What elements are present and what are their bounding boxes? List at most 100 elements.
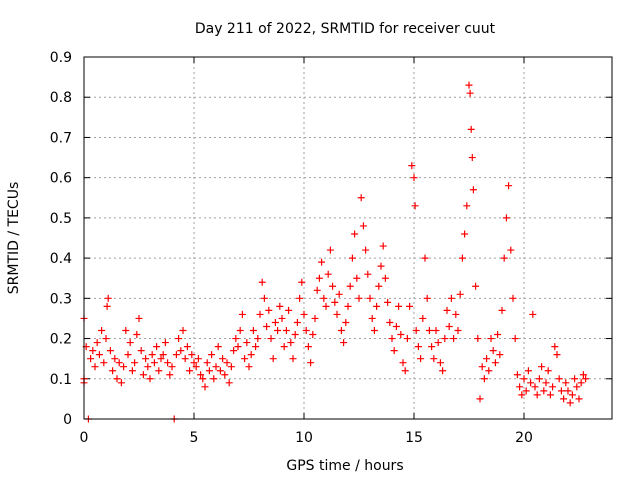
data-point <box>463 202 471 210</box>
data-point <box>450 335 458 343</box>
data-point <box>128 367 136 375</box>
data-point <box>150 359 158 367</box>
chart-title: Day 211 of 2022, SRMTID for receiver cuu… <box>195 21 496 37</box>
data-point <box>507 246 515 254</box>
data-point <box>315 274 323 282</box>
data-point <box>555 375 563 383</box>
data-point <box>465 81 473 89</box>
data-point <box>142 355 150 363</box>
data-point <box>302 327 310 335</box>
data-point <box>344 302 352 310</box>
data-point <box>304 343 312 351</box>
data-point <box>236 327 244 335</box>
data-point <box>421 254 429 262</box>
data-point <box>216 367 224 375</box>
data-point <box>511 335 519 343</box>
data-point <box>447 294 455 302</box>
data-point <box>434 339 442 347</box>
y-tick-label: 0.5 <box>50 211 72 227</box>
data-point <box>337 327 345 335</box>
data-point <box>186 367 194 375</box>
data-point <box>408 162 416 170</box>
data-point <box>551 343 559 351</box>
data-point <box>153 343 161 351</box>
data-point <box>155 367 163 375</box>
data-point <box>342 318 350 326</box>
data-point <box>227 363 235 371</box>
data-point <box>326 246 334 254</box>
y-tick-label: 0.3 <box>50 291 72 307</box>
data-point <box>353 274 361 282</box>
data-point <box>320 294 328 302</box>
data-point <box>549 383 557 391</box>
data-point <box>208 351 216 359</box>
data-point <box>331 298 339 306</box>
data-point <box>566 399 574 407</box>
data-point <box>238 310 246 318</box>
data-point <box>419 314 427 322</box>
data-point <box>210 375 218 383</box>
data-point <box>423 294 431 302</box>
data-point <box>247 351 255 359</box>
data-point <box>164 359 172 367</box>
data-point <box>269 355 277 363</box>
data-point <box>276 302 284 310</box>
data-point <box>522 387 530 395</box>
data-point <box>274 327 282 335</box>
data-point <box>472 282 480 290</box>
data-point <box>359 222 367 230</box>
y-tick-label: 0.4 <box>50 251 72 267</box>
data-point <box>307 359 315 367</box>
data-point <box>282 327 290 335</box>
data-point <box>399 359 407 367</box>
data-point <box>192 363 200 371</box>
data-point <box>542 379 550 387</box>
data-point <box>432 327 440 335</box>
data-point <box>388 335 396 343</box>
data-point <box>137 347 145 355</box>
data-point <box>406 302 414 310</box>
data-point <box>234 343 242 351</box>
data-point <box>135 314 143 322</box>
x-tick-label: 5 <box>190 430 199 446</box>
data-point <box>113 375 121 383</box>
data-point <box>366 294 374 302</box>
data-point <box>401 367 409 375</box>
data-point <box>133 331 141 339</box>
data-point <box>452 310 460 318</box>
data-point <box>340 339 348 347</box>
data-point <box>373 302 381 310</box>
data-point <box>225 379 233 387</box>
data-point <box>487 335 495 343</box>
data-point <box>467 125 475 133</box>
data-point <box>560 395 568 403</box>
data-point <box>520 375 528 383</box>
data-point <box>428 343 436 351</box>
data-point <box>483 355 491 363</box>
data-point <box>109 367 117 375</box>
data-point <box>197 371 205 379</box>
data-point <box>414 343 422 351</box>
data-point <box>425 327 433 335</box>
data-point <box>375 282 383 290</box>
data-point <box>271 318 279 326</box>
plot-frame <box>83 56 613 420</box>
data-point <box>348 254 356 262</box>
data-point <box>254 335 262 343</box>
data-point <box>355 294 363 302</box>
data-point <box>377 262 385 270</box>
data-point <box>214 343 222 351</box>
data-point <box>364 270 372 278</box>
data-point <box>410 174 418 182</box>
data-point <box>241 355 249 363</box>
data-point <box>144 363 152 371</box>
data-point <box>124 351 132 359</box>
data-point <box>318 258 326 266</box>
data-point <box>546 391 554 399</box>
data-point <box>392 322 400 330</box>
data-point <box>89 347 97 355</box>
data-point <box>386 318 394 326</box>
data-point <box>300 310 308 318</box>
data-point <box>557 387 565 395</box>
